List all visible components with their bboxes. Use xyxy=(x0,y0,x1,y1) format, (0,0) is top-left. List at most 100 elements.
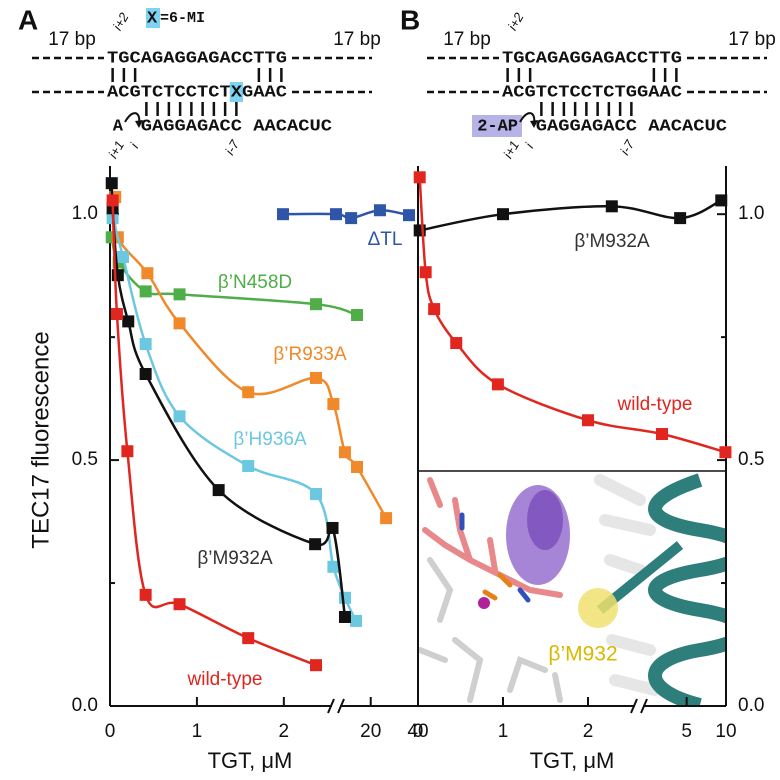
data-point xyxy=(491,378,504,391)
data-point xyxy=(310,371,323,384)
data-point xyxy=(655,428,668,441)
sequence: AACACUC xyxy=(253,117,332,136)
data-point xyxy=(105,177,118,190)
position-label: i+1 xyxy=(105,138,127,161)
data-point xyxy=(139,368,152,381)
arrow-head xyxy=(135,120,143,128)
data-point xyxy=(351,309,364,322)
sequence: TGCAGAGGAGACCTTG xyxy=(502,49,682,68)
data-point xyxy=(212,484,225,497)
position-label: i xyxy=(522,140,537,151)
data-point xyxy=(110,308,123,321)
y-axis-label: TEC17 fluorescence xyxy=(27,331,54,548)
fit-curve xyxy=(419,199,722,232)
x-tick-label: 2 xyxy=(279,721,290,742)
data-point xyxy=(106,194,119,207)
data-point xyxy=(326,521,339,534)
arrow-head xyxy=(530,120,538,128)
data-point xyxy=(413,171,426,184)
data-point xyxy=(242,459,255,472)
position-label: i+2 xyxy=(505,9,527,33)
series-label: β’H936A xyxy=(233,429,307,450)
panel-label: A xyxy=(18,4,38,35)
rna-5prime: 2-AP xyxy=(477,117,518,136)
data-point xyxy=(173,317,186,330)
position-label: i-7 xyxy=(222,137,243,158)
data-point xyxy=(373,204,386,217)
y-tick-label: 0.0 xyxy=(738,695,764,716)
2ap-box xyxy=(472,115,522,137)
data-point xyxy=(351,460,364,473)
data-point xyxy=(111,269,124,282)
legend-text: =6-MI xyxy=(160,10,205,27)
sequence: TGCAGAGGAGACCTTG xyxy=(107,49,287,68)
x-axis-label: TGT, μM xyxy=(208,748,293,773)
data-point xyxy=(380,512,393,525)
data-point xyxy=(117,250,130,263)
position-label: i xyxy=(127,140,142,151)
data-point xyxy=(450,337,463,350)
fit-curve xyxy=(111,217,358,622)
x-tick-label: 2 xyxy=(583,721,594,742)
data-point xyxy=(338,610,351,623)
data-point xyxy=(497,208,509,221)
x-tick-label: 5 xyxy=(681,721,692,742)
data-point xyxy=(139,338,152,351)
position-label: i+1 xyxy=(500,138,522,161)
legend-symbol: X xyxy=(147,9,158,28)
data-point xyxy=(122,315,135,328)
x-tick-label: 10 xyxy=(715,721,736,742)
x-tick-label: 1 xyxy=(498,721,509,742)
flank-label: 17 bp xyxy=(48,29,96,50)
sequence: GAGGAGACC xyxy=(536,117,637,136)
data-point xyxy=(719,446,732,459)
data-point xyxy=(242,386,255,399)
x-tick-label: 0 xyxy=(105,721,116,742)
data-point xyxy=(141,267,154,280)
fit-curve xyxy=(113,196,388,519)
data-point xyxy=(309,538,322,551)
x-tick-label: 40 xyxy=(407,721,428,742)
sequence: GAAC xyxy=(242,83,287,102)
sequence: AACACUC xyxy=(648,117,727,136)
data-point xyxy=(345,212,358,225)
series-label: β’M932A xyxy=(574,231,650,252)
data-point xyxy=(276,208,289,221)
legend-swatch xyxy=(146,8,160,28)
data-point xyxy=(419,266,432,279)
y-tick-label: 0.5 xyxy=(72,449,98,470)
y-tick-label: 0.5 xyxy=(738,449,764,470)
series-label: β’R933A xyxy=(273,344,347,365)
data-point xyxy=(327,398,340,411)
data-point xyxy=(350,614,363,627)
series-label: ΔTL xyxy=(368,229,403,250)
y-tick-label: 1.0 xyxy=(738,203,764,224)
data-point xyxy=(139,285,152,298)
structure-label: β’M932 xyxy=(548,643,617,666)
data-point xyxy=(139,588,152,601)
data-point xyxy=(310,298,323,311)
axis-break xyxy=(327,698,345,714)
series-label: wild-type xyxy=(617,394,693,415)
sequence: X xyxy=(231,83,243,102)
x-tick-label: 1 xyxy=(192,721,203,742)
data-point xyxy=(715,194,728,207)
data-point xyxy=(338,591,351,604)
sequence: ACGTCTCCTCTGGAAC xyxy=(502,83,682,102)
series-label: β’M932A xyxy=(197,548,273,569)
y-tick-label: 0.0 xyxy=(72,695,98,716)
flank-label: 17 bp xyxy=(333,29,381,50)
data-point xyxy=(310,659,323,672)
data-point xyxy=(242,632,255,645)
data-point xyxy=(121,445,134,458)
position-label: i-7 xyxy=(617,137,638,158)
data-point xyxy=(674,212,687,225)
data-point xyxy=(310,488,323,501)
axis-break xyxy=(630,698,648,714)
x-tick-label: 0 xyxy=(413,721,424,742)
rna-5prime: A xyxy=(113,117,124,136)
structure-image xyxy=(419,473,725,705)
data-point xyxy=(582,414,594,427)
data-point xyxy=(403,209,416,222)
